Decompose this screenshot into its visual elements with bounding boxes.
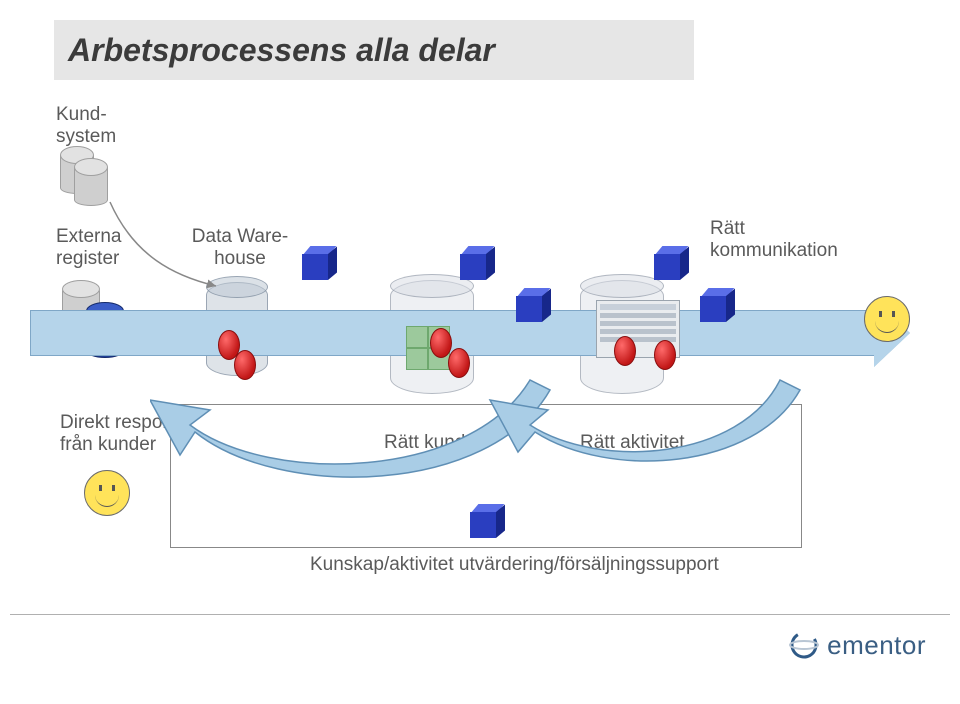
logo: ementor [787, 628, 926, 662]
title-bar: Arbetsprocessens alla delar [54, 20, 694, 80]
swoosh-right [480, 370, 820, 480]
green-cube-1 [406, 326, 428, 348]
cube-2 [460, 246, 490, 276]
label-bottom: Kunskap/aktivitet utvärdering/försäljnin… [310, 554, 719, 576]
smiley-right [864, 296, 910, 342]
smiley-left [84, 470, 130, 516]
red-node-3b [654, 340, 676, 370]
arrow-shaft [30, 310, 874, 356]
logo-text: ementor [827, 630, 926, 661]
logo-icon [787, 628, 821, 662]
label-ratt-kommunikation: Rätt kommunikation [710, 218, 838, 262]
page-title: Arbetsprocessens alla delar [68, 32, 495, 69]
red-node-2a [430, 328, 452, 358]
cube-3 [516, 288, 546, 318]
label-kundsystem: Kund- system [56, 104, 116, 148]
cube-1 [302, 246, 332, 276]
cube-5 [700, 288, 730, 318]
cube-4 [654, 246, 684, 276]
process-arrow [30, 310, 910, 356]
cylinder-kundsystem-front [74, 162, 108, 206]
arrow-kundsystem-to-dw [104, 196, 224, 296]
green-cube-3 [406, 348, 428, 370]
red-node-3a [614, 336, 636, 366]
footer-divider [10, 614, 950, 615]
